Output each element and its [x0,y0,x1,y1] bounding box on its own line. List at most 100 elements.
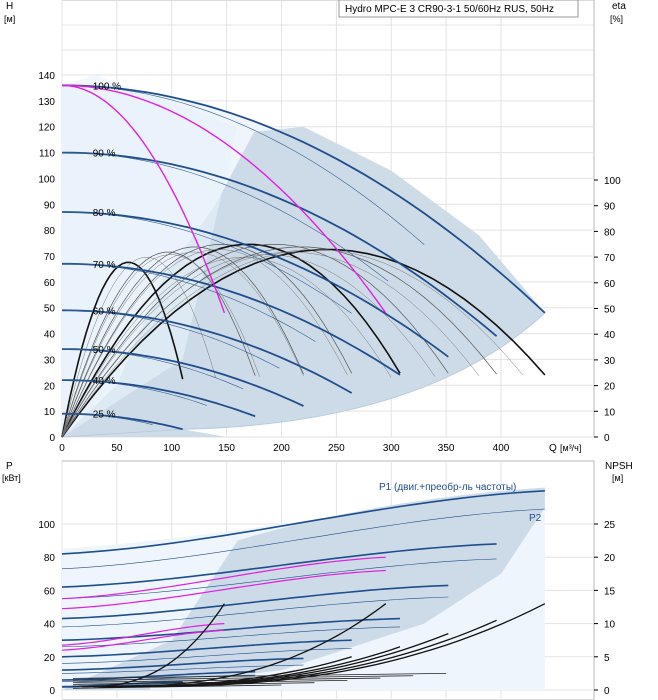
duty-curve [61,84,226,314]
power-tick-label: 60 [44,586,56,597]
power-curve [61,670,256,681]
npsh-baseline [72,677,381,683]
head-tick-label: 70 [44,252,56,263]
eta-axis-unit: [%] [610,14,623,24]
eta-tick-label: 30 [604,356,616,367]
flow-tick-label: 200 [273,443,290,454]
power-curve [61,584,449,620]
power-axis-ticks: 0 20 40 60 80 100 0 5 10 15 20 25 [38,520,615,697]
efficiency-curve [61,248,546,438]
flow-tick-label: 300 [383,443,400,454]
power-curve [61,508,545,570]
speed-label-5: 50 % [93,345,116,356]
pump-head-curve [61,151,498,337]
power-tick-label: 20 [44,653,56,664]
npsh-tick-label: 25 [604,520,616,531]
efficiency-curve [61,257,392,438]
head-tick-label: 80 [44,226,56,237]
efficiency-curve [61,249,524,438]
speed-label-0: 100 % [93,81,121,92]
power-tick-label: 40 [44,620,56,631]
power-curve [61,543,497,588]
efficiency-curve [61,244,353,438]
power-tick-label: 80 [44,553,56,564]
head-tick-label: 20 [44,381,56,392]
head-tick-label: 140 [38,71,55,82]
eta-tick-label: 10 [604,407,616,418]
speed-label-4: 60 % [93,306,116,317]
pump-head-curve [62,263,316,342]
head-tick-label: 90 [44,200,56,211]
duty-curve [61,84,387,314]
npsh-axis-unit: [м] [612,473,623,483]
power-tick-label: 100 [38,520,55,531]
pump-head-curve [61,211,352,314]
head-axis-ticks: 0 50 100 150 200 250 300 350 4000102030405060708… [38,71,621,454]
npsh-baseline [72,682,315,687]
npsh-baseline [72,679,348,685]
npsh-tick-label: 0 [604,686,610,697]
eta-tick-label: 20 [604,382,616,393]
pump-head-curve [62,262,401,376]
head-tick-label: 10 [44,407,56,418]
flow-tick-label: 100 [163,443,180,454]
power-curve [61,639,352,658]
pump-head-curve [61,85,425,245]
npsh-tick-label: 5 [604,653,610,664]
eta-tick-label: 80 [604,227,616,238]
speed-label-6: 40 % [93,376,116,387]
head-tick-label: 110 [39,149,55,160]
head-tick-label: 30 [44,355,56,366]
power-curve [61,674,256,682]
power-curve [61,558,497,599]
pump-head-curve [62,348,304,407]
efficiency-curve [61,251,304,438]
eta-tick-label: 40 [604,330,616,341]
p1-series-label: P1 (двиг.+преобр-ль частоты) [379,481,516,493]
power-curve [61,596,449,628]
pump-head-curve [61,309,353,394]
power-tick-label: 0 [49,686,55,697]
title-box [338,0,579,18]
eta-tick-label: 100 [604,176,621,187]
efficiency-curve [61,246,304,438]
flow-axis-label: Q [549,443,557,454]
power-curve [61,664,304,674]
pump-head-curve [62,348,244,390]
npsh-baseline [72,684,282,689]
eta-tick-label: 90 [604,202,616,213]
eta-tick-label: 70 [604,253,616,264]
chart-title: Hydro MPC-E 3 CR90-3-1 50/60Hz RUS, 50Hz [345,4,554,15]
flow-axis-unit: [м³/ч] [560,443,581,453]
efficiency-curve [61,251,256,438]
power-curve [61,657,304,671]
npsh-tick-label: 15 [604,586,616,597]
npsh-baseline [72,673,447,679]
head-tick-label: 100 [38,174,55,185]
duty-power-curve [61,556,386,600]
min-boundary [61,312,546,438]
pump-head-curve [61,84,546,314]
flow-tick-label: 0 [59,443,65,454]
speed-labels: 100 % 90 % 80 % 70 % 60 % 50 % 40 % 25 % [93,81,121,420]
efficiency-curve [61,243,401,438]
npsh-baseline [72,675,414,681]
power-axis-label: P [6,461,13,472]
duty-power-curve [61,623,225,646]
pump-head-curve [61,152,389,282]
power-curves [61,490,545,688]
eta-tick-label: 50 [604,305,616,316]
pump-head-curve [62,379,207,406]
efficiency-curve [61,261,184,438]
head-tick-label: 120 [38,123,55,134]
pump-head-curves [61,84,546,431]
efficiency-curve [61,249,348,438]
pump-head-curve [62,413,153,425]
power-operating-area [62,487,545,690]
pump-head-curve [61,211,449,358]
head-axis-label: H [6,1,13,12]
npsh-axis-label: NPSH [605,461,633,472]
head-tick-label: 50 [44,304,56,315]
pump-head-curve [61,310,280,369]
